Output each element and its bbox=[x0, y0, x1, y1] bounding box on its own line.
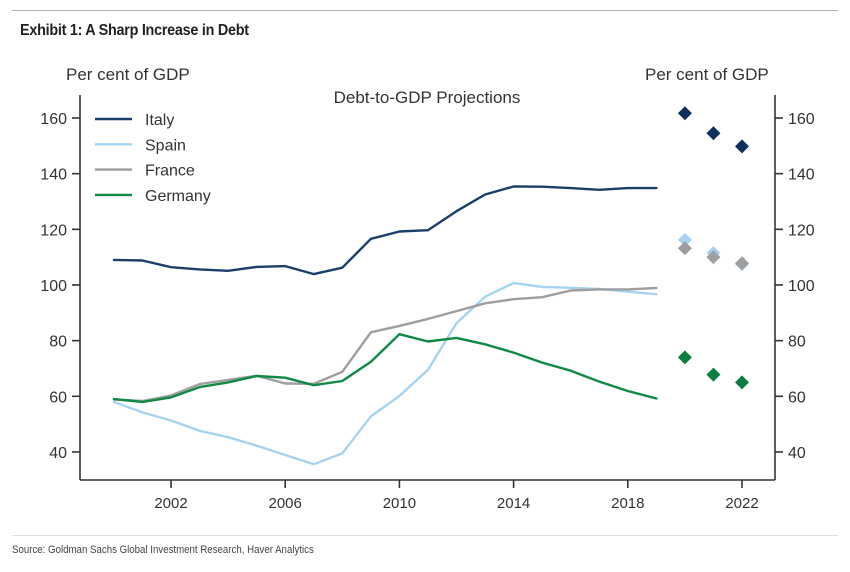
series-lines bbox=[112, 185, 658, 466]
x-tick-label: 2018 bbox=[611, 495, 644, 512]
x-tick-label: 2014 bbox=[497, 495, 530, 512]
legend-label-italy: Italy bbox=[145, 112, 174, 129]
series-line-germany bbox=[112, 333, 658, 404]
y-tick-label-left: 40 bbox=[49, 445, 67, 462]
projection-marker-italy bbox=[735, 139, 749, 154]
legend: Italy Spain France Germany bbox=[95, 112, 211, 205]
y-tick-label-left: 100 bbox=[40, 278, 67, 295]
projection-markers bbox=[677, 106, 749, 390]
projection-marker-germany bbox=[677, 350, 692, 365]
projection-marker-italy bbox=[677, 106, 692, 121]
projection-marker-france bbox=[677, 241, 692, 256]
y-tick-label-left: 120 bbox=[40, 222, 67, 239]
y-tick-label-right: 60 bbox=[788, 389, 806, 406]
series-line-spain bbox=[112, 281, 658, 466]
projection-marker-spain bbox=[677, 232, 692, 247]
series-line-italy bbox=[112, 185, 658, 276]
source-note: Source: Goldman Sachs Global Investment … bbox=[12, 544, 314, 556]
y-tick-label-right: 160 bbox=[788, 111, 815, 128]
projection-marker-france bbox=[735, 256, 749, 271]
y-axis-label-right: Per cent of GDP bbox=[645, 65, 769, 84]
legend-label-germany: Germany bbox=[145, 188, 211, 205]
projection-marker-france bbox=[706, 250, 721, 265]
x-tick-label: 2022 bbox=[725, 495, 758, 512]
y-tick-label-left: 60 bbox=[49, 389, 67, 406]
projection-marker-italy bbox=[706, 126, 721, 141]
y-axis-label-left: Per cent of GDP bbox=[66, 65, 190, 84]
y-tick-label-left: 80 bbox=[49, 334, 67, 351]
legend-label-spain: Spain bbox=[145, 137, 186, 154]
projection-marker-germany bbox=[735, 375, 749, 390]
y-tick-label-left: 140 bbox=[40, 167, 67, 184]
y-tick-label-right: 40 bbox=[788, 445, 806, 462]
series-line-france bbox=[112, 286, 658, 403]
y-tick-label-left: 160 bbox=[40, 111, 67, 128]
exhibit-title: Exhibit 1: A Sharp Increase in Debt bbox=[20, 22, 249, 39]
top-divider bbox=[12, 10, 838, 11]
chart-title: Debt-to-GDP Projections bbox=[334, 88, 521, 107]
x-tick-label: 2002 bbox=[154, 495, 187, 512]
x-tick-label: 2006 bbox=[269, 495, 302, 512]
legend-label-france: France bbox=[145, 163, 195, 180]
y-tick-label-right: 80 bbox=[788, 334, 806, 351]
x-tick-label: 2010 bbox=[383, 495, 416, 512]
axes: 40 40 60 60 80 80 100 100 120 120 140 140 160 160 2002… bbox=[40, 95, 815, 512]
y-tick-label-right: 100 bbox=[788, 278, 815, 295]
projection-marker-germany bbox=[706, 367, 721, 382]
y-tick-label-right: 140 bbox=[788, 167, 815, 184]
y-tick-label-right: 120 bbox=[788, 222, 815, 239]
bottom-divider bbox=[12, 535, 838, 536]
